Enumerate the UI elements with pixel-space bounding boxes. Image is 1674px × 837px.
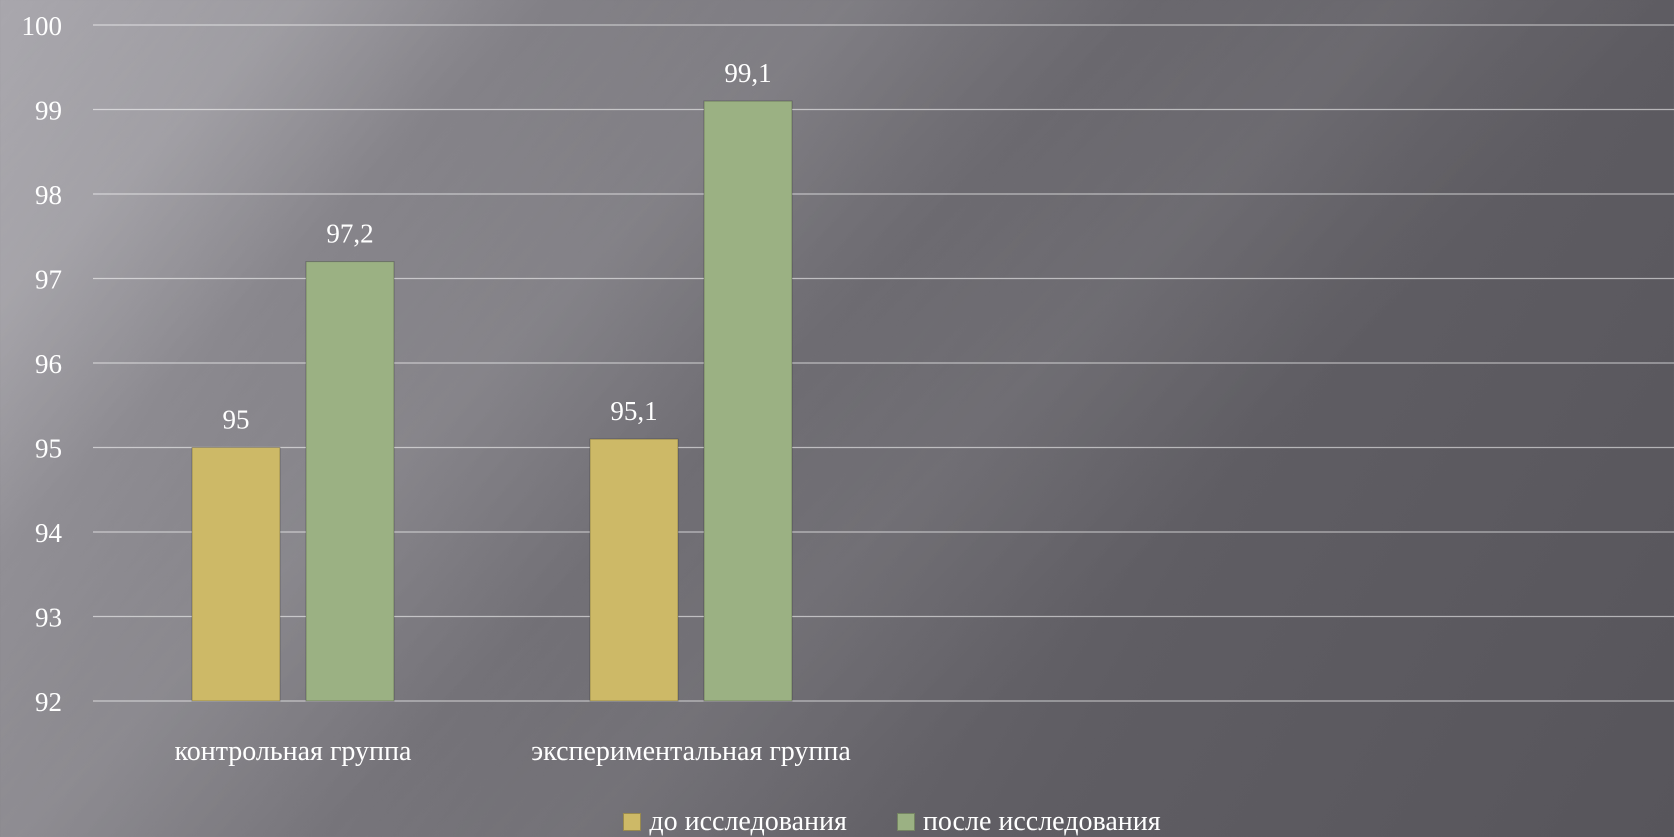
legend-item-before: до исследования bbox=[623, 806, 847, 837]
y-tick-label: 93 bbox=[35, 603, 62, 633]
y-tick-label: 96 bbox=[35, 349, 62, 379]
y-tick-label: 100 bbox=[22, 11, 63, 41]
y-tick-label: 98 bbox=[35, 180, 62, 210]
y-axis-tick-labels: 92 93 94 95 96 97 98 99 100 bbox=[22, 11, 63, 717]
legend-swatch-after bbox=[896, 813, 915, 831]
y-tick-label: 92 bbox=[35, 687, 62, 717]
bar bbox=[305, 261, 395, 702]
y-tick-label: 97 bbox=[35, 265, 62, 295]
x-axis-category-labels: контрольная группа экспериментальная груп… bbox=[175, 736, 852, 767]
legend-item-after: после исследования bbox=[896, 806, 1161, 837]
data-labels: 95 97,2 95,1 99,1 bbox=[223, 58, 772, 434]
legend-label-after: после исследования bbox=[922, 806, 1161, 837]
bar bbox=[589, 438, 679, 702]
legend-label-before: до исследования bbox=[649, 806, 847, 837]
data-label: 95 bbox=[223, 405, 250, 435]
category-label: контрольная группа bbox=[175, 736, 412, 767]
bar bbox=[703, 100, 793, 702]
data-label: 99,1 bbox=[724, 58, 771, 88]
category-label: экспериментальная группа bbox=[531, 736, 851, 767]
data-label: 95,1 bbox=[610, 396, 657, 426]
y-tick-label: 94 bbox=[35, 518, 63, 548]
data-label: 97,2 bbox=[326, 219, 373, 249]
bars bbox=[191, 100, 793, 702]
y-tick-label: 95 bbox=[35, 434, 62, 464]
bar bbox=[191, 447, 281, 702]
legend-swatch-before bbox=[623, 813, 642, 831]
y-tick-label: 99 bbox=[35, 96, 62, 126]
legend: до исследования после исследования bbox=[0, 806, 1674, 837]
